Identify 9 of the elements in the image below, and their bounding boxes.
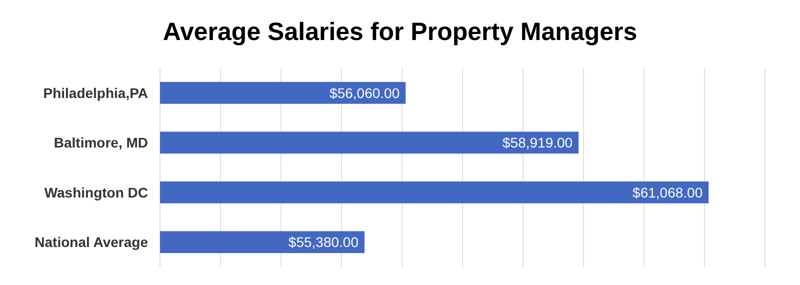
data-label: $55,380.00 (288, 234, 359, 250)
chart-title: Average Salaries for Property Managers (162, 18, 638, 46)
y-tick-label: Washington DC (44, 184, 148, 200)
y-tick-label: Baltimore, MD (54, 134, 148, 151)
data-label: $58,919.00 (502, 134, 573, 151)
y-tick-label: National Average (34, 234, 148, 250)
data-label: $56,060.00 (330, 84, 400, 101)
data-label: $61,068.00 (632, 184, 703, 200)
y-tick-label: Philadelphia,PA (43, 84, 148, 101)
